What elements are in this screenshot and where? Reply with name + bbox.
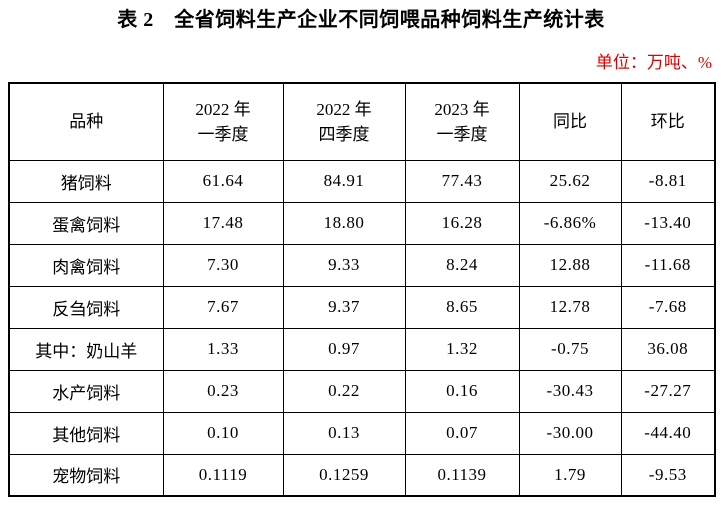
table-row: 宠物饲料 0.1119 0.1259 0.1139 1.79 -9.53 bbox=[8, 453, 716, 497]
cell-value: 0.07 bbox=[404, 411, 520, 455]
cell-value: 16.28 bbox=[404, 201, 520, 245]
table-row: 猪饲料 61.64 84.91 77.43 25.62 -8.81 bbox=[8, 159, 716, 203]
cell-value: 0.97 bbox=[282, 327, 406, 371]
header-label: 四季度 bbox=[318, 124, 370, 144]
row-label: 肉禽饲料 bbox=[8, 243, 164, 287]
header-cell-yoy: 同比 bbox=[518, 82, 622, 161]
table-row: 其他饲料 0.10 0.13 0.07 -30.00 -44.40 bbox=[8, 411, 716, 455]
cell-value: 17.48 bbox=[162, 201, 284, 245]
cell-value: 7.67 bbox=[162, 285, 284, 329]
header-label: 2022 年 bbox=[195, 99, 251, 119]
header-label: 同比 bbox=[553, 112, 587, 132]
cell-value: 0.16 bbox=[404, 369, 520, 413]
header-label: 品种 bbox=[69, 112, 104, 132]
cell-value: -8.81 bbox=[620, 159, 716, 203]
header-label: 一季度 bbox=[197, 124, 249, 144]
header-row: 品种 2022 年 一季度 2022 年 四季度 2023 年 一季度 同比 bbox=[8, 82, 716, 161]
cell-value: -44.40 bbox=[620, 411, 716, 455]
cell-value: -11.68 bbox=[620, 243, 716, 287]
cell-value: 84.91 bbox=[282, 159, 406, 203]
table-title: 表 2 全省饲料生产企业不同饲喂品种饲料生产统计表 bbox=[117, 9, 605, 31]
cell-value: -9.53 bbox=[620, 453, 716, 497]
cell-value: 25.62 bbox=[518, 159, 622, 203]
cell-value: 8.24 bbox=[404, 243, 520, 287]
cell-value: 7.30 bbox=[162, 243, 284, 287]
header-label: 一季度 bbox=[436, 124, 488, 144]
cell-value: 0.1119 bbox=[162, 453, 284, 497]
statistics-table: 品种 2022 年 一季度 2022 年 四季度 2023 年 一季度 同比 bbox=[8, 82, 716, 497]
cell-value: -0.75 bbox=[518, 327, 622, 371]
cell-value: 18.80 bbox=[282, 201, 406, 245]
row-label: 水产饲料 bbox=[8, 369, 164, 413]
row-label: 其他饲料 bbox=[8, 411, 164, 455]
header-label: 环比 bbox=[650, 112, 685, 132]
row-label: 猪饲料 bbox=[8, 159, 164, 203]
table-row: 水产饲料 0.23 0.22 0.16 -30.43 -27.27 bbox=[8, 369, 716, 413]
cell-value: 9.37 bbox=[282, 285, 406, 329]
cell-value: -27.27 bbox=[620, 369, 716, 413]
cell-value: 9.33 bbox=[282, 243, 406, 287]
cell-value: 12.78 bbox=[518, 285, 622, 329]
cell-value: 1.32 bbox=[404, 327, 520, 371]
cell-value: -7.68 bbox=[620, 285, 716, 329]
table-header: 品种 2022 年 一季度 2022 年 四季度 2023 年 一季度 同比 bbox=[8, 82, 716, 161]
cell-value: 12.88 bbox=[518, 243, 622, 287]
cell-value: 0.23 bbox=[162, 369, 284, 413]
row-label: 宠物饲料 bbox=[8, 453, 164, 497]
cell-value: 0.13 bbox=[282, 411, 406, 455]
cell-value: 77.43 bbox=[404, 159, 520, 203]
cell-value: 0.1259 bbox=[282, 453, 406, 497]
cell-value: 61.64 bbox=[162, 159, 284, 203]
cell-value: -30.00 bbox=[518, 411, 622, 455]
cell-value: 0.10 bbox=[162, 411, 284, 455]
row-label: 反刍饲料 bbox=[8, 285, 164, 329]
header-label: 2022 年 bbox=[316, 99, 372, 119]
header-cell-2022q4: 2022 年 四季度 bbox=[282, 82, 406, 161]
row-label: 其中：奶山羊 bbox=[8, 327, 164, 371]
header-cell-qoq: 环比 bbox=[620, 82, 716, 161]
row-label: 蛋禽饲料 bbox=[8, 201, 164, 245]
cell-value: -6.86% bbox=[518, 201, 622, 245]
cell-value: 0.22 bbox=[282, 369, 406, 413]
cell-value: -30.43 bbox=[518, 369, 622, 413]
header-cell-category: 品种 bbox=[8, 82, 164, 161]
header-cell-2023q1: 2023 年 一季度 bbox=[404, 82, 520, 161]
cell-value: 1.33 bbox=[162, 327, 284, 371]
cell-value: 0.1139 bbox=[404, 453, 520, 497]
header-cell-2022q1: 2022 年 一季度 bbox=[162, 82, 284, 161]
cell-value: 8.65 bbox=[404, 285, 520, 329]
cell-value: 1.79 bbox=[518, 453, 622, 497]
table-row: 蛋禽饲料 17.48 18.80 16.28 -6.86% -13.40 bbox=[8, 201, 716, 245]
cell-value: 36.08 bbox=[620, 327, 716, 371]
header-label: 2023 年 bbox=[434, 99, 490, 119]
cell-value: -13.40 bbox=[620, 201, 716, 245]
table-row: 反刍饲料 7.67 9.37 8.65 12.78 -7.68 bbox=[8, 285, 716, 329]
table-body: 猪饲料 61.64 84.91 77.43 25.62 -8.81 蛋禽饲料 1… bbox=[8, 159, 716, 497]
table-row: 肉禽饲料 7.30 9.33 8.24 12.88 -11.68 bbox=[8, 243, 716, 287]
unit-note: 单位：万吨、% bbox=[595, 53, 712, 72]
table-row: 其中：奶山羊 1.33 0.97 1.32 -0.75 36.08 bbox=[8, 327, 716, 371]
